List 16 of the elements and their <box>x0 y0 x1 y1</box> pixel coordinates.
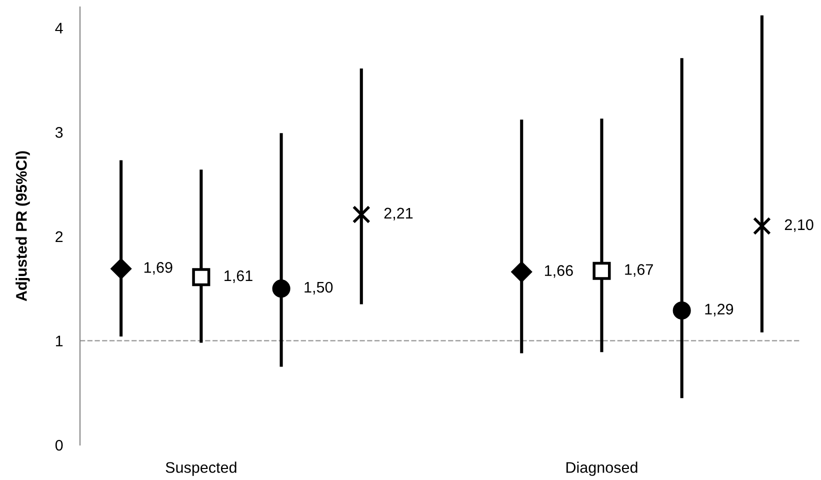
y-tick-label: 3 <box>55 127 63 138</box>
data-label: 1,69 <box>144 262 172 275</box>
data-label: 1,29 <box>705 304 734 316</box>
y-axis-title: Adjusted PR (95%CI) <box>16 151 30 302</box>
data-label: 1,67 <box>625 264 653 277</box>
x-tick-label: Diagnosed <box>566 462 638 476</box>
data-label: 2,21 <box>384 208 413 220</box>
y-tick-label: 0 <box>55 440 63 451</box>
x-tick-label: Suspected <box>166 462 236 476</box>
y-tick-label: 2 <box>56 231 63 242</box>
data-label: 1,50 <box>304 282 333 294</box>
data-label: 1,61 <box>224 270 252 284</box>
data-label: 2,10 <box>784 219 814 232</box>
y-tick-label: 4 <box>55 22 63 34</box>
y-tick-label: 1 <box>56 336 63 346</box>
data-label: 1,66 <box>545 265 573 278</box>
